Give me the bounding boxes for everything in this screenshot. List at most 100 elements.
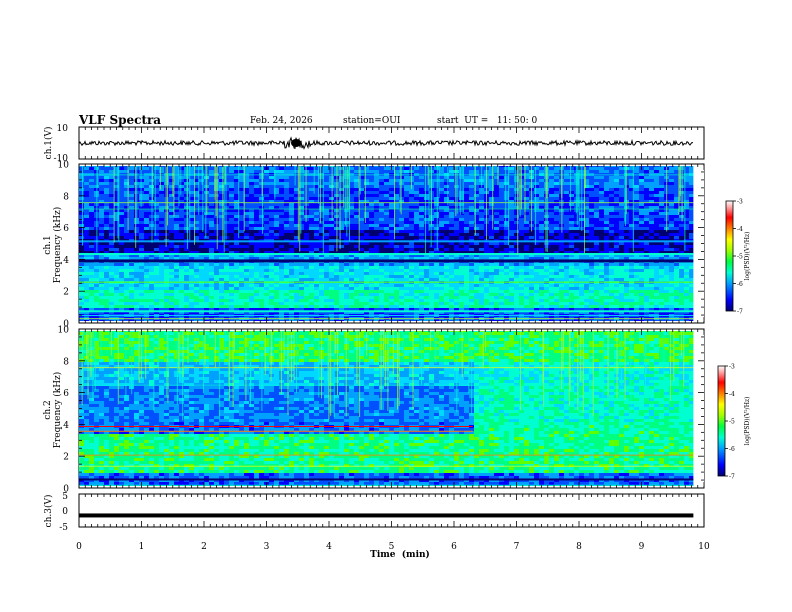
spectrogram-cell <box>319 167 324 170</box>
spectrogram-cell <box>264 191 269 194</box>
spectrogram-cell <box>359 197 364 200</box>
spectrogram-cell <box>624 221 629 224</box>
spectrogram-cell <box>379 236 384 239</box>
spectrogram-cell <box>594 203 599 206</box>
spectrogram-cell <box>159 245 164 248</box>
spectrogram-cell <box>444 236 449 239</box>
spectrogram-cell <box>174 185 179 188</box>
spectrogram-cell <box>554 236 559 239</box>
spectrogram-cell <box>349 218 354 221</box>
spectrogram-cell <box>239 182 244 185</box>
spectrogram-cell <box>154 218 159 221</box>
spectrogram-cell <box>109 218 114 221</box>
spectrogram-cell <box>299 269 304 272</box>
spectrogram-cell <box>394 266 399 269</box>
spectrogram-cell <box>689 206 694 209</box>
spectrogram-cell <box>689 230 694 233</box>
spectrogram-cell <box>294 257 299 260</box>
spectrogram-cell <box>649 188 654 191</box>
spectrogram-cell <box>579 245 584 248</box>
spectrogram-cell <box>169 203 174 206</box>
spectrogram-cell <box>479 230 484 233</box>
spectrogram-cell <box>369 224 374 227</box>
spectrogram-cell <box>249 254 254 257</box>
spectrogram-cell <box>359 278 364 281</box>
spectrogram-cell <box>404 206 409 209</box>
spectrogram-cell <box>544 251 549 254</box>
spectrogram-cell <box>539 182 544 185</box>
spectrogram-cell <box>629 224 634 227</box>
spectrogram-cell <box>584 197 589 200</box>
spectrogram-cell <box>329 166 334 167</box>
spectrogram-cell <box>609 275 614 278</box>
spectrogram-cell <box>219 188 224 191</box>
spectrogram-cell <box>264 251 269 254</box>
spectrogram-cell <box>179 218 184 221</box>
spectrogram-cell <box>209 263 214 266</box>
spectrogram-cell <box>554 212 559 215</box>
spectrogram-cell <box>199 272 204 275</box>
spectrogram-cell <box>599 170 604 173</box>
spectrogram-cell <box>514 176 519 179</box>
spectrogram-cell <box>299 182 304 185</box>
spectrogram-cell <box>239 209 244 212</box>
spectrogram-cell <box>439 275 444 278</box>
spectrogram-cell <box>154 236 159 239</box>
spectrogram-cell <box>229 176 234 179</box>
spectrogram-cell <box>494 185 499 188</box>
spectrogram-cell <box>129 200 134 203</box>
spectrogram-cell <box>449 212 454 215</box>
spectrogram-cell <box>114 215 119 218</box>
spectrogram-cell <box>104 227 109 230</box>
spectrogram-cell <box>434 257 439 260</box>
spectrogram-cell <box>119 263 124 266</box>
spectrogram-cell <box>509 200 514 203</box>
spectrogram-cell <box>404 166 409 167</box>
spectrogram-cell <box>599 179 604 182</box>
spectrogram-cell <box>379 254 384 257</box>
spectrogram-cell <box>359 188 364 191</box>
spectrogram-cell <box>594 230 599 233</box>
spectrogram-cell <box>299 179 304 182</box>
spectrogram-cell <box>669 194 674 197</box>
spectrogram-cell <box>384 218 389 221</box>
spectrogram-cell <box>649 266 654 269</box>
spectrogram-cell <box>604 266 609 269</box>
spectrogram-cell <box>274 203 279 206</box>
spectrogram-cell <box>469 209 474 212</box>
spectrogram-cell <box>314 170 319 173</box>
spectrogram-cell <box>619 170 624 173</box>
spectrogram-cell <box>659 197 664 200</box>
spectrogram-cell <box>479 248 484 251</box>
spectrogram-cell <box>289 212 294 215</box>
spectrogram-cell <box>684 275 689 278</box>
spectrogram-cell <box>584 245 589 248</box>
spectrogram-cell <box>434 278 439 281</box>
spectrogram-cell <box>164 269 169 272</box>
spectrogram-cell <box>274 230 279 233</box>
spectrogram-cell <box>144 167 149 170</box>
spectrogram-cell <box>164 266 169 269</box>
spectrogram-cell <box>114 227 119 230</box>
spectrogram-cell <box>194 197 199 200</box>
spectrogram-cell <box>434 185 439 188</box>
spectrogram-cell <box>359 224 364 227</box>
spectrogram-cell <box>499 191 504 194</box>
ch1-waveform-burst <box>291 139 301 147</box>
spectrogram-cell <box>474 245 479 248</box>
spectrogram-cell <box>234 248 239 251</box>
spectrogram-cell <box>654 242 659 245</box>
spectrogram-cell <box>309 176 314 179</box>
spectrogram-cell <box>459 269 464 272</box>
spectrogram-cell <box>609 233 614 236</box>
spectrogram-cell <box>379 269 384 272</box>
spectrogram-cell <box>414 176 419 179</box>
spectrogram-cell <box>399 215 404 218</box>
spectrogram-cell <box>284 218 289 221</box>
spectrogram-cell <box>589 263 594 266</box>
spectrogram-cell <box>289 269 294 272</box>
spectrogram-cell <box>79 224 84 227</box>
spectrogram-cell <box>169 245 174 248</box>
spectrogram-cell <box>524 194 529 197</box>
spectrogram-cell <box>154 191 159 194</box>
